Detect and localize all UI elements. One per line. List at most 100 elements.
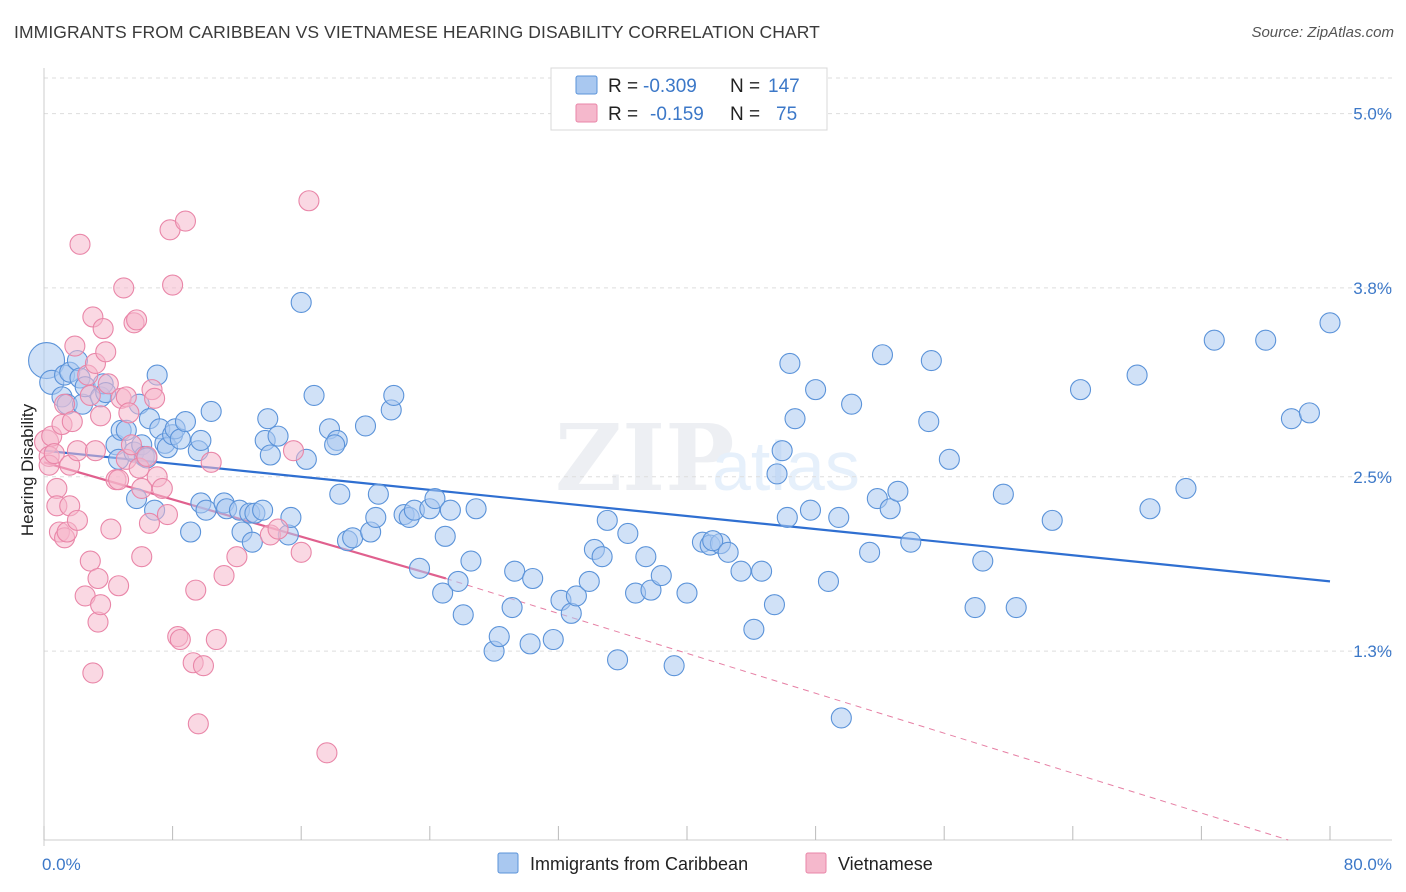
point-vietnamese [113, 277, 135, 299]
point-caribbean [1139, 498, 1161, 520]
point-caribbean [190, 429, 212, 452]
point-caribbean [841, 393, 863, 415]
series-label-vietnamese: Vietnamese [838, 854, 933, 874]
point-caribbean [766, 463, 788, 485]
point-caribbean [565, 585, 587, 607]
watermark: ZIP atlas [555, 404, 860, 512]
point-caribbean [830, 707, 852, 729]
point-caribbean [1069, 379, 1092, 401]
point-vietnamese [108, 469, 130, 491]
point-caribbean [763, 594, 785, 616]
point-vietnamese [185, 579, 207, 601]
point-caribbean [578, 570, 600, 592]
point-vietnamese [108, 575, 130, 597]
point-caribbean [342, 527, 364, 549]
point-caribbean [859, 541, 881, 563]
point-vietnamese [82, 662, 104, 684]
watermark-zip: ZIP [555, 404, 734, 512]
point-caribbean [1255, 329, 1277, 351]
point-vietnamese [84, 440, 106, 462]
point-vietnamese [187, 713, 209, 735]
point-caribbean [303, 384, 325, 406]
series-label-caribbean: Immigrants from Caribbean [530, 854, 748, 874]
point-vietnamese [97, 373, 119, 395]
legend-n-value-2: 75 [776, 104, 797, 125]
legend-r-value-1: -0.309 [643, 76, 697, 97]
point-caribbean [439, 499, 461, 521]
point-vietnamese [316, 742, 338, 764]
point-vietnamese [87, 611, 109, 633]
series-swatch-vietnamese [805, 852, 827, 874]
point-caribbean [257, 408, 279, 430]
point-vietnamese [290, 541, 312, 563]
point-caribbean [1041, 509, 1063, 531]
point-vietnamese [144, 387, 166, 409]
point-vietnamese [200, 451, 222, 473]
point-caribbean [252, 499, 274, 521]
point-vietnamese [64, 335, 86, 357]
point-caribbean [1319, 312, 1341, 334]
legend-swatch-vietnamese [575, 103, 598, 123]
source-credit: Source: ZipAtlas.com [1251, 24, 1394, 41]
point-caribbean [743, 618, 765, 640]
point-caribbean [367, 483, 389, 505]
point-vietnamese [162, 274, 184, 296]
point-caribbean [702, 530, 724, 552]
point-caribbean [434, 525, 456, 547]
point-caribbean [1005, 596, 1027, 619]
point-caribbean [290, 291, 312, 314]
point-caribbean [1175, 477, 1197, 499]
point-caribbean [195, 499, 217, 521]
point-vietnamese [54, 393, 76, 415]
point-caribbean [1298, 402, 1320, 424]
point-caribbean [650, 565, 672, 587]
point-caribbean [560, 602, 582, 624]
y-tick-label: 5.0% [1353, 105, 1392, 124]
point-caribbean [771, 440, 793, 462]
stats-legend: R = -0.309 N = 147 R = -0.159 N = 75 [550, 67, 828, 131]
chart-title: IMMIGRANTS FROM CARIBBEAN VS VIETNAMESE … [14, 22, 820, 42]
point-caribbean [200, 400, 222, 422]
point-caribbean [871, 344, 894, 366]
point-caribbean [354, 415, 377, 437]
point-caribbean [900, 531, 922, 553]
point-vietnamese [136, 445, 158, 468]
point-caribbean [676, 582, 698, 604]
trend-line-caribbean [43, 449, 1331, 583]
point-caribbean [920, 350, 942, 372]
point-vietnamese [156, 504, 179, 526]
point-caribbean [383, 384, 405, 406]
point-caribbean [329, 483, 351, 505]
point-vietnamese [169, 628, 191, 651]
point-vietnamese [298, 190, 320, 212]
x-tick-label-min: 0.0% [42, 855, 81, 874]
point-vietnamese [92, 318, 114, 340]
data-points [28, 190, 1341, 764]
point-caribbean [519, 633, 541, 655]
y-axis-label: Hearing Disability [18, 403, 37, 536]
point-vietnamese [43, 442, 65, 465]
point-caribbean [751, 560, 773, 582]
point-caribbean [607, 649, 629, 671]
legend-n-label-2: N = [730, 104, 760, 125]
point-caribbean [817, 570, 840, 592]
point-vietnamese [213, 565, 235, 587]
point-caribbean [460, 550, 482, 572]
point-caribbean [887, 480, 909, 502]
point-caribbean [1203, 329, 1225, 351]
point-caribbean [1280, 408, 1302, 430]
legend-r-label-1: R = [608, 76, 638, 97]
point-caribbean [635, 546, 657, 568]
point-vietnamese [131, 546, 153, 568]
watermark-atlas: atlas [712, 427, 860, 505]
point-caribbean [424, 488, 446, 510]
point-caribbean [324, 434, 346, 456]
point-vietnamese [66, 440, 88, 462]
point-caribbean [504, 560, 526, 582]
point-vietnamese [174, 210, 197, 232]
x-tick-label-max: 80.0% [1344, 855, 1392, 874]
point-vietnamese [138, 512, 161, 534]
point-caribbean [465, 498, 487, 520]
series-swatch-caribbean [497, 852, 519, 874]
point-caribbean [452, 604, 474, 626]
